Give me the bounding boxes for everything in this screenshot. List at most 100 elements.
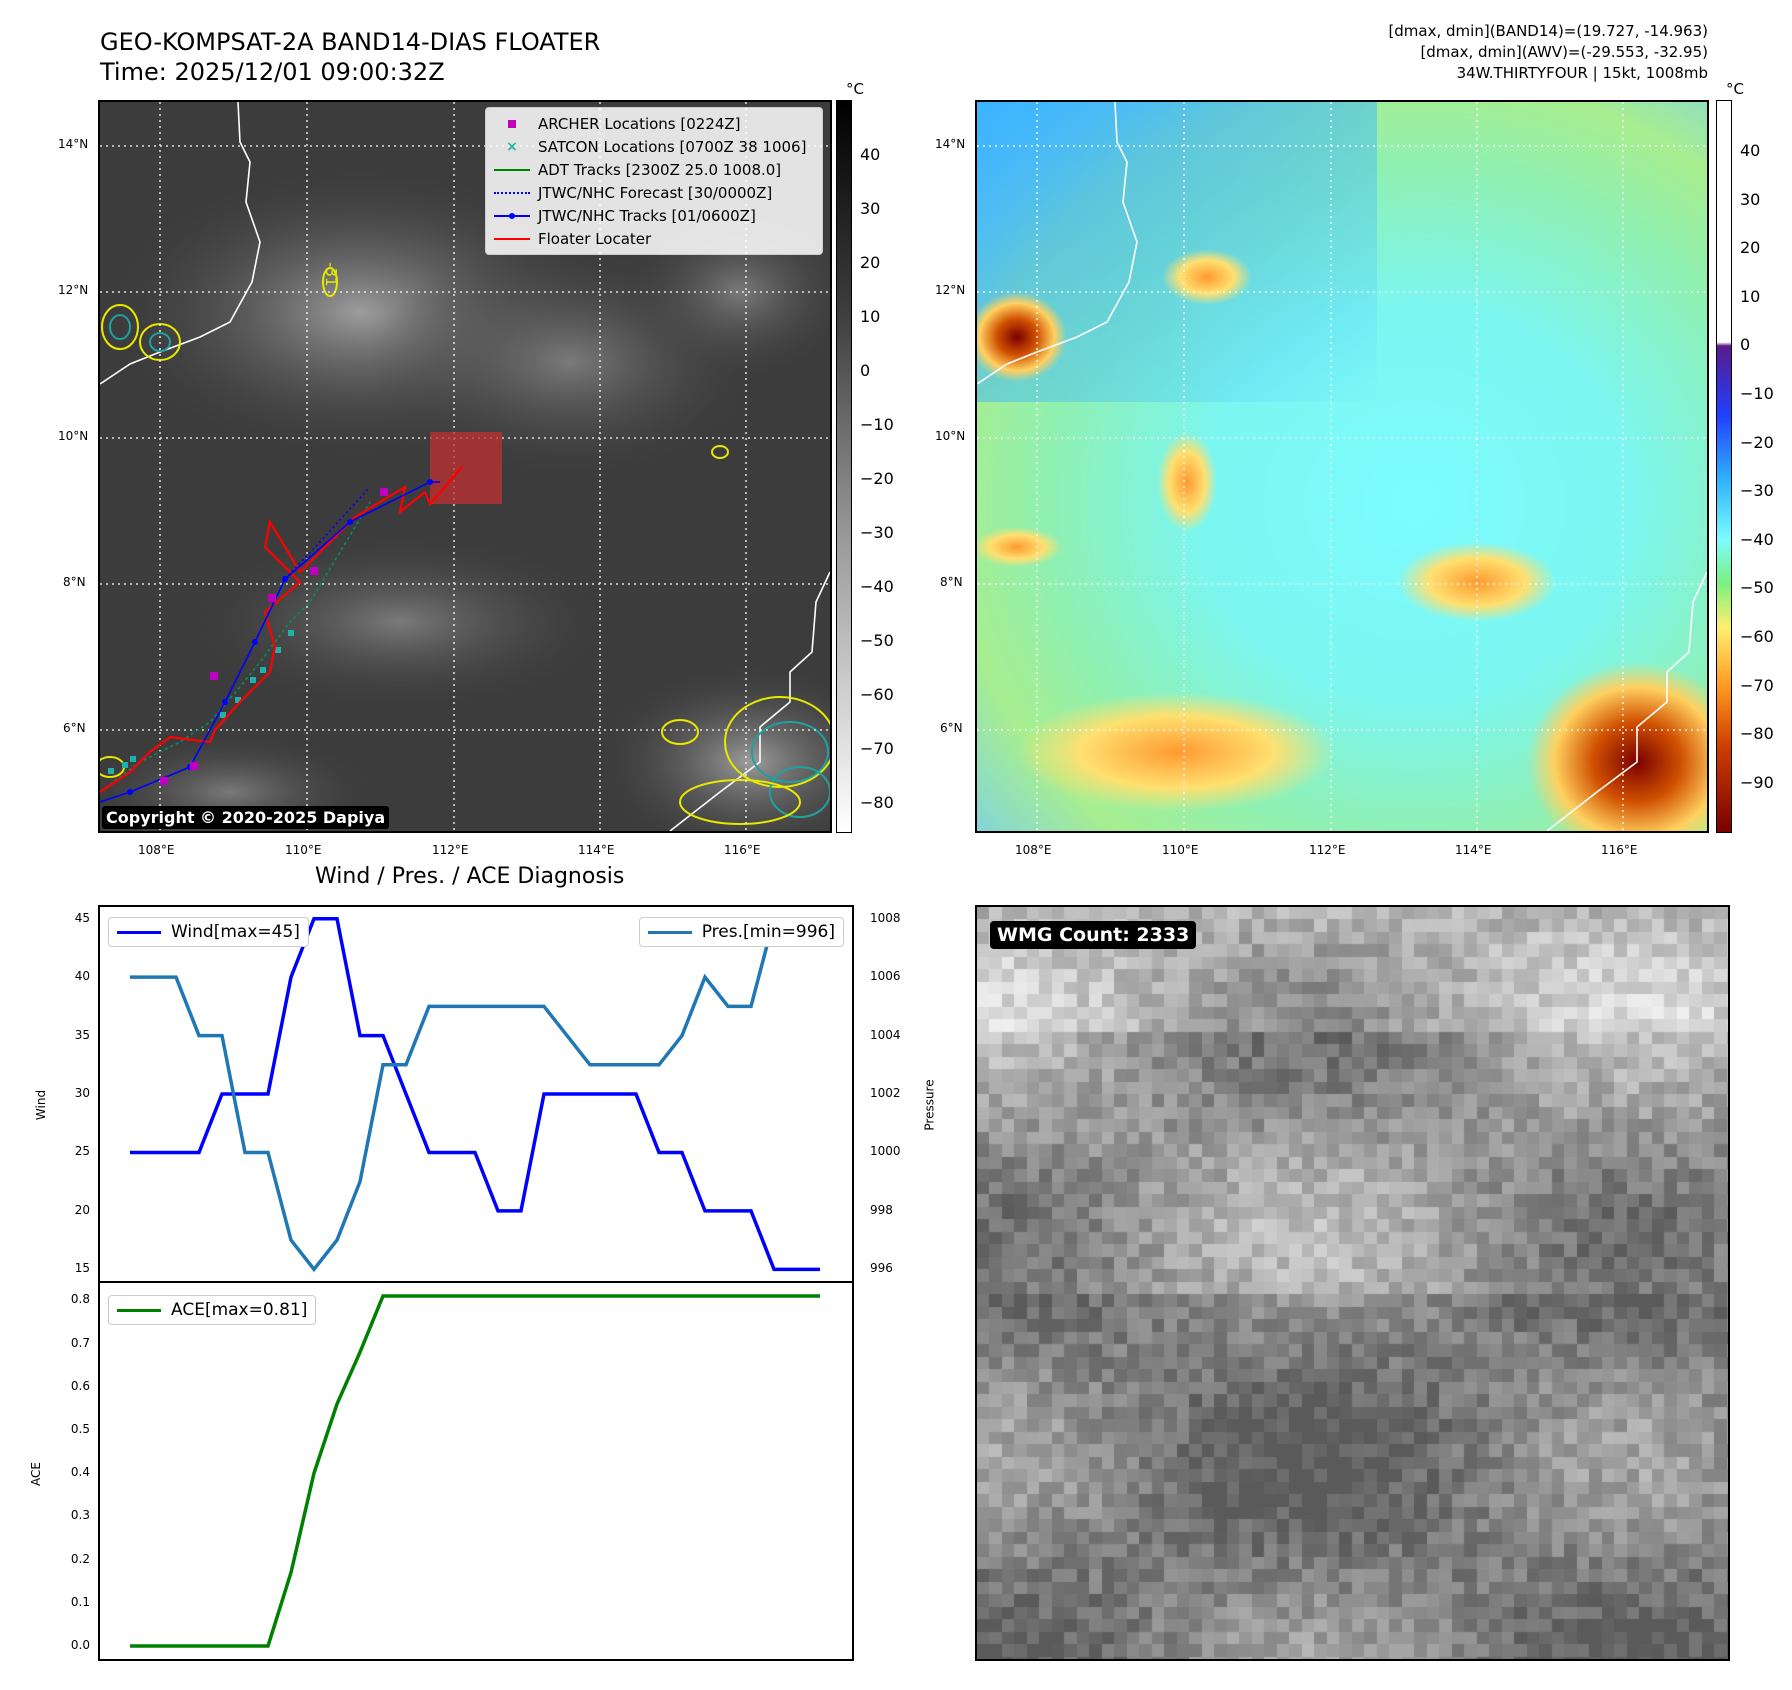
ace-ylabel: ACE bbox=[28, 1462, 43, 1486]
cold-cloud-contour bbox=[679, 779, 801, 825]
colorbar-tick-label: −50 bbox=[860, 631, 894, 650]
cloud-mass bbox=[180, 532, 620, 712]
colorbar-tick-label: −70 bbox=[1740, 675, 1774, 695]
wind-tick-label: 25 bbox=[74, 1144, 90, 1159]
pressure-tick-label: 1002 bbox=[870, 1086, 901, 1100]
colorbar-tick-label: −80 bbox=[860, 793, 894, 812]
lon-label: 114°E bbox=[1455, 843, 1492, 857]
legend-floater: Floater Locater bbox=[538, 229, 652, 248]
cold-cloud-contour bbox=[149, 332, 171, 352]
legend-adt: ADT Tracks [2300Z 25.0 1008.0] bbox=[538, 160, 782, 179]
wind-ylabel: Wind bbox=[34, 1089, 49, 1121]
colorbar-tick-label: 0 bbox=[860, 361, 871, 380]
wind-tick-label: 20 bbox=[74, 1202, 90, 1217]
adt-legend-line bbox=[494, 168, 530, 171]
dry-region bbox=[977, 527, 1062, 567]
ace-tick-label: 0.6 bbox=[70, 1378, 90, 1393]
archer-markers bbox=[160, 488, 388, 785]
lon-label: 110°E bbox=[285, 843, 322, 857]
ace-tick-label: 0.8 bbox=[70, 1292, 90, 1307]
cold-cloud-contour bbox=[661, 719, 699, 745]
colorbar1-unit: °C bbox=[846, 80, 864, 98]
lon-label: 110°E bbox=[1162, 843, 1199, 857]
diagnosis-title: Wind / Pres. / ACE Diagnosis bbox=[315, 864, 625, 889]
awv-map-svg bbox=[977, 102, 1707, 831]
lon-label: 112°E bbox=[1309, 843, 1346, 857]
dry-region bbox=[1527, 662, 1707, 831]
colorbar-tick-label: −10 bbox=[1740, 384, 1774, 403]
ace-tick-label: 0.2 bbox=[70, 1551, 90, 1566]
ace-tick-label: 0.7 bbox=[70, 1335, 90, 1350]
lat-label: 12°N bbox=[935, 283, 966, 297]
colorbar-tick-label: 20 bbox=[1740, 238, 1761, 258]
cold-cloud-contour bbox=[101, 304, 139, 350]
satcon-legend-marker: × bbox=[506, 138, 518, 155]
ace-legend: ACE[max=0.81] bbox=[108, 1295, 317, 1325]
coastline bbox=[1546, 571, 1707, 831]
ace-tick-label: 0.5 bbox=[70, 1421, 90, 1436]
ace-svg bbox=[130, 1294, 820, 1648]
colorbar-grayscale bbox=[836, 100, 852, 833]
floater-box bbox=[430, 432, 502, 504]
pressure-tick-label: 998 bbox=[870, 1202, 893, 1217]
dry-region bbox=[1162, 249, 1252, 305]
lon-label: 116°E bbox=[724, 843, 761, 857]
colorbar-tick-label: 30 bbox=[1740, 189, 1761, 209]
colorbar-tick-label: −20 bbox=[860, 469, 894, 488]
lat-label: 14°N bbox=[58, 137, 89, 151]
colorbar-tick-label: −70 bbox=[860, 739, 894, 758]
lon-label: 108°E bbox=[138, 843, 175, 857]
lat-label: 14°N bbox=[935, 137, 966, 151]
legend-tracks: JTWC/NHC Tracks [01/0600Z] bbox=[538, 206, 756, 225]
coastline bbox=[977, 102, 1138, 385]
dry-region bbox=[1017, 692, 1337, 812]
colorbar-tick-label: 40 bbox=[1740, 141, 1761, 160]
forecast-legend-line bbox=[494, 191, 530, 194]
legend-archer: ARCHER Locations [0224Z] bbox=[538, 114, 741, 133]
colorbar-tick-label: −80 bbox=[1740, 724, 1774, 744]
pressure-tick-label: 996 bbox=[870, 1261, 893, 1276]
wind-pressure-svg bbox=[130, 916, 820, 1273]
copyright-badge: Copyright © 2020-2025 Dapiya bbox=[102, 806, 390, 829]
colorbar-tick-label: −40 bbox=[860, 577, 894, 596]
pressure-tick-label: 1008 bbox=[870, 910, 901, 925]
pressure-tick-label: 1004 bbox=[870, 1027, 901, 1042]
cold-cloud-contour bbox=[751, 721, 829, 783]
satcon-markers bbox=[108, 630, 294, 774]
jtwc-forecast bbox=[284, 486, 371, 580]
colorbar-tick-label: −30 bbox=[860, 523, 894, 542]
colorbar-tick-label: −60 bbox=[860, 685, 894, 704]
awv-map-panel bbox=[975, 100, 1709, 833]
wind-legend: Wind[max=45] bbox=[108, 917, 309, 947]
ace-panel: ACE[max=0.81] bbox=[98, 1281, 854, 1661]
wind-tick-label: 40 bbox=[74, 969, 90, 984]
colorbar-tick-label: −90 bbox=[1740, 772, 1774, 792]
lat-label: 8°N bbox=[940, 575, 963, 589]
lat-label: 8°N bbox=[63, 575, 86, 589]
wmg-image bbox=[977, 907, 1728, 1659]
colorbar-awv bbox=[1716, 100, 1732, 833]
pressure-tick-label: 1000 bbox=[870, 1144, 901, 1159]
wind-tick-label: 45 bbox=[74, 910, 90, 925]
adt-track bbox=[100, 501, 371, 793]
wind-legend-label: Wind[max=45] bbox=[171, 922, 300, 942]
ace-legend-line bbox=[117, 1308, 161, 1312]
colorbar-tick-label: −30 bbox=[1740, 481, 1774, 501]
lon-label: 112°E bbox=[432, 843, 469, 857]
ace-tick-label: 0.1 bbox=[70, 1594, 90, 1609]
chart-title: GEO-KOMPSAT-2A BAND14-DIAS FLOATER bbox=[100, 28, 601, 56]
wind-tick-label: 35 bbox=[74, 1027, 90, 1042]
ace-tick-label: 0.0 bbox=[70, 1638, 90, 1653]
pressure-ylabel: Pressure bbox=[922, 1079, 937, 1131]
colorbar-tick-label: −10 bbox=[860, 415, 894, 434]
cold-cloud-contour bbox=[769, 766, 830, 818]
ace-legend-label: ACE[max=0.81] bbox=[171, 1300, 308, 1320]
coastline bbox=[669, 571, 830, 831]
wmg-panel: WMG Count: 2333 bbox=[975, 905, 1730, 1661]
lon-label: 108°E bbox=[1015, 843, 1052, 857]
ace-series-line bbox=[130, 1294, 820, 1648]
pressure-legend: Pres.[min=996] bbox=[638, 917, 844, 947]
map-legend: ARCHER Locations [0224Z] × SATCON Locatio… bbox=[485, 107, 823, 255]
archer-legend-marker bbox=[508, 119, 516, 128]
pressure-legend-label: Pres.[min=996] bbox=[701, 922, 835, 942]
